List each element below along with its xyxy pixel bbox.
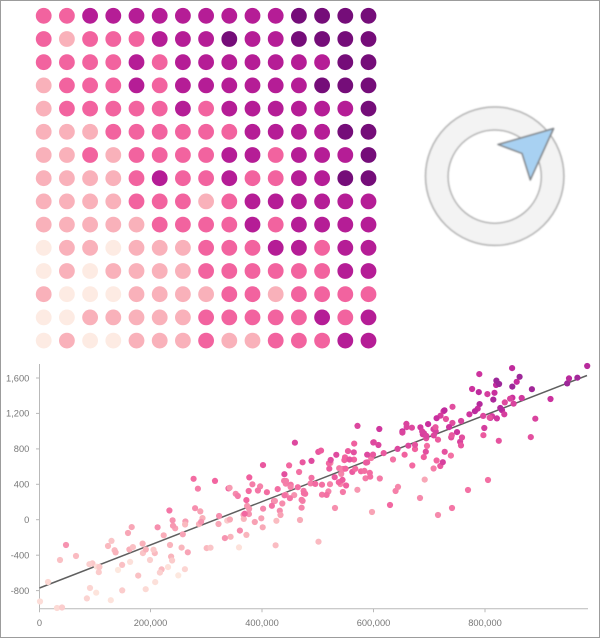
svg-text:400,000: 400,000 bbox=[245, 618, 279, 628]
svg-text:800: 800 bbox=[14, 444, 30, 454]
svg-text:-800: -800 bbox=[11, 586, 30, 596]
svg-text:-400: -400 bbox=[11, 551, 30, 561]
svg-text:1,200: 1,200 bbox=[6, 409, 29, 419]
svg-text:400: 400 bbox=[14, 480, 30, 490]
svg-text:600,000: 600,000 bbox=[357, 618, 391, 628]
svg-text:0: 0 bbox=[37, 618, 42, 628]
svg-text:200,000: 200,000 bbox=[134, 618, 168, 628]
svg-text:800,000: 800,000 bbox=[468, 618, 502, 628]
svg-text:1,600: 1,600 bbox=[6, 373, 29, 383]
svg-text:0: 0 bbox=[24, 515, 29, 525]
